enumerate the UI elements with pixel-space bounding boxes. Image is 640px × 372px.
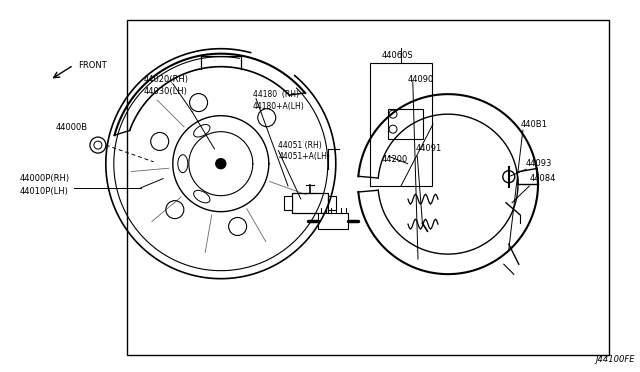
Text: 440B1: 440B1 [520, 120, 547, 129]
Text: 44000P(RH): 44000P(RH) [19, 174, 69, 183]
Text: 44180  (RH): 44180 (RH) [253, 90, 299, 99]
Bar [370, 63, 432, 186]
Bar [328, 196, 337, 210]
Text: 44084: 44084 [529, 174, 556, 183]
Text: 44020(RH): 44020(RH) [144, 76, 189, 84]
Text: 44051 (RH): 44051 (RH) [278, 141, 322, 150]
Circle shape [216, 159, 226, 169]
Text: 44090: 44090 [408, 76, 434, 84]
Bar [127, 20, 609, 355]
Text: 44030(LH): 44030(LH) [144, 87, 188, 96]
Text: FRONT: FRONT [79, 61, 108, 70]
Text: 44180+A(LH): 44180+A(LH) [253, 102, 305, 110]
Bar [318, 213, 348, 230]
Bar [388, 109, 423, 139]
Text: 44091: 44091 [415, 144, 442, 153]
Text: 44010P(LH): 44010P(LH) [19, 187, 68, 196]
Text: 44200: 44200 [382, 155, 408, 164]
Text: J44100FE: J44100FE [595, 355, 635, 364]
Text: 44093: 44093 [526, 159, 552, 168]
Text: 44060S: 44060S [382, 51, 413, 60]
Text: 44051+A(LH): 44051+A(LH) [278, 152, 330, 161]
Text: 44000B: 44000B [56, 123, 88, 132]
Bar [292, 193, 328, 213]
Bar [284, 196, 292, 210]
